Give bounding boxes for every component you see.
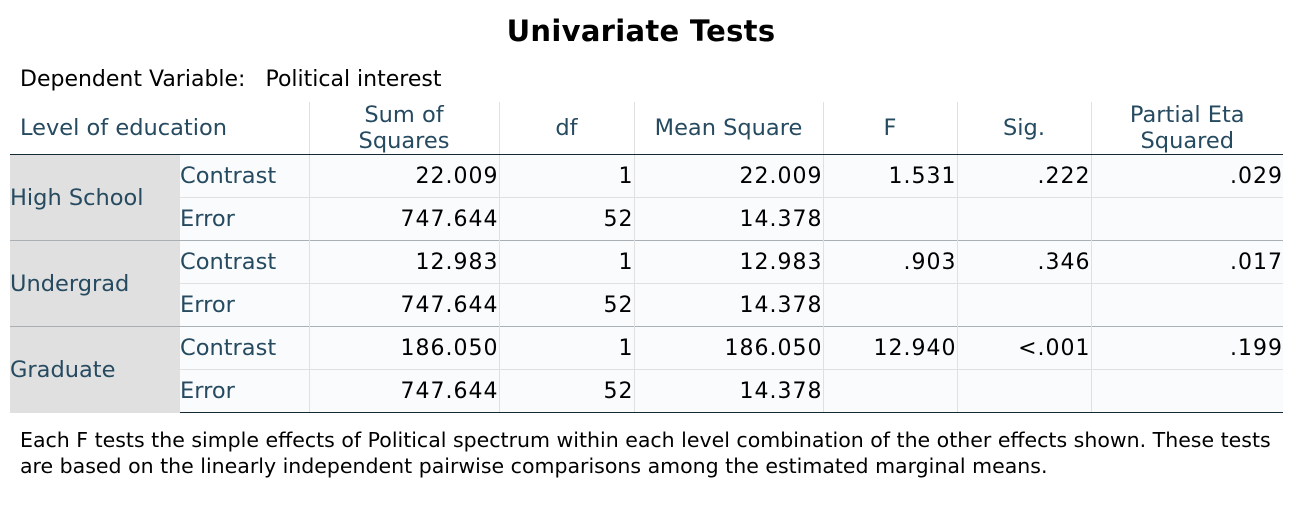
- cell-f: .903: [822, 240, 957, 284]
- header-sum-of-squares-line1: Sum of: [364, 102, 444, 128]
- cell-f: [822, 197, 957, 241]
- cell-sum-of-squares: 747.644: [308, 283, 499, 327]
- table-footnote: Each F tests the simple effects of Polit…: [20, 428, 1271, 478]
- header-partial-eta-line1: Partial Eta: [1129, 102, 1245, 128]
- cell-partial-eta: [1090, 197, 1283, 241]
- row-type-label: Contrast: [180, 240, 309, 284]
- cell-f: 12.940: [822, 326, 957, 370]
- cell-df: 1: [498, 326, 634, 370]
- cell-f: [822, 369, 957, 413]
- cell-sig: <.001: [956, 326, 1091, 370]
- cell-f: 1.531: [822, 154, 957, 198]
- cell-sig: .346: [956, 240, 1091, 284]
- cell-df: 1: [498, 154, 634, 198]
- header-f: F: [822, 102, 957, 155]
- table-row: High School Contrast 22.009 1 22.009 1.5…: [10, 154, 1283, 241]
- cell-sig: [956, 197, 1091, 241]
- cell-mean-square: 12.983: [633, 240, 823, 284]
- cell-df: 52: [498, 283, 634, 327]
- cell-partial-eta: [1090, 369, 1283, 413]
- cell-f: [822, 283, 957, 327]
- header-sum-of-squares-line2: Squares: [358, 128, 450, 154]
- table-title: Univariate Tests: [506, 14, 776, 48]
- cell-mean-square: 14.378: [633, 369, 823, 413]
- cell-sig: [956, 283, 1091, 327]
- table-row: Error 747.644 52 14.378: [10, 369, 1283, 413]
- cell-df: 52: [498, 369, 634, 413]
- header-sum-of-squares: Sum of Squares: [308, 102, 499, 155]
- group-label: Undergrad: [10, 240, 180, 327]
- cell-mean-square: 14.378: [633, 283, 823, 327]
- cell-mean-square: 22.009: [633, 154, 823, 198]
- cell-sig: .222: [956, 154, 1091, 198]
- row-type-label: Contrast: [180, 326, 309, 370]
- header-partial-eta-line2: Squared: [1140, 128, 1235, 154]
- cell-mean-square: 186.050: [633, 326, 823, 370]
- cell-partial-eta: .029: [1090, 154, 1283, 198]
- group-label: High School: [10, 154, 180, 241]
- dependent-variable: Dependent Variable: Political interest: [20, 67, 441, 92]
- row-type-label: Error: [180, 369, 309, 413]
- cell-df: 1: [498, 240, 634, 284]
- row-type-label: Contrast: [180, 154, 309, 198]
- cell-partial-eta: .017: [1090, 240, 1283, 284]
- cell-sum-of-squares: 747.644: [308, 197, 499, 241]
- cell-partial-eta: .199: [1090, 326, 1283, 370]
- cell-sum-of-squares: 22.009: [308, 154, 499, 198]
- cell-df: 52: [498, 197, 634, 241]
- table-row: Graduate Contrast 186.050 1 186.050 12.9…: [10, 326, 1283, 413]
- cell-sig: [956, 369, 1091, 413]
- header-level-of-education: Level of education: [10, 102, 309, 155]
- cell-mean-square: 14.378: [633, 197, 823, 241]
- header-partial-eta-squared: Partial Eta Squared: [1090, 102, 1283, 155]
- header-mean-square: Mean Square: [633, 102, 823, 155]
- cell-sum-of-squares: 12.983: [308, 240, 499, 284]
- dependent-variable-label: Dependent Variable:: [20, 67, 246, 92]
- cell-sum-of-squares: 747.644: [308, 369, 499, 413]
- header-df: df: [498, 102, 634, 155]
- table-row: Undergrad Contrast 12.983 1 12.983 .903 …: [10, 240, 1283, 327]
- row-type-label: Error: [180, 197, 309, 241]
- table-row: Error 747.644 52 14.378: [10, 283, 1283, 327]
- header-row: Level of education Sum of Squares df Mean…: [10, 102, 1283, 155]
- dependent-variable-value: Political interest: [265, 67, 442, 92]
- cell-partial-eta: [1090, 283, 1283, 327]
- group-label: Graduate: [10, 326, 180, 413]
- header-sig: Sig.: [956, 102, 1091, 155]
- univariate-tests-table: Level of education Sum of Squares df Mean…: [10, 102, 1283, 413]
- table-row: Error 747.644 52 14.378: [10, 197, 1283, 241]
- cell-sum-of-squares: 186.050: [308, 326, 499, 370]
- row-type-label: Error: [180, 283, 309, 327]
